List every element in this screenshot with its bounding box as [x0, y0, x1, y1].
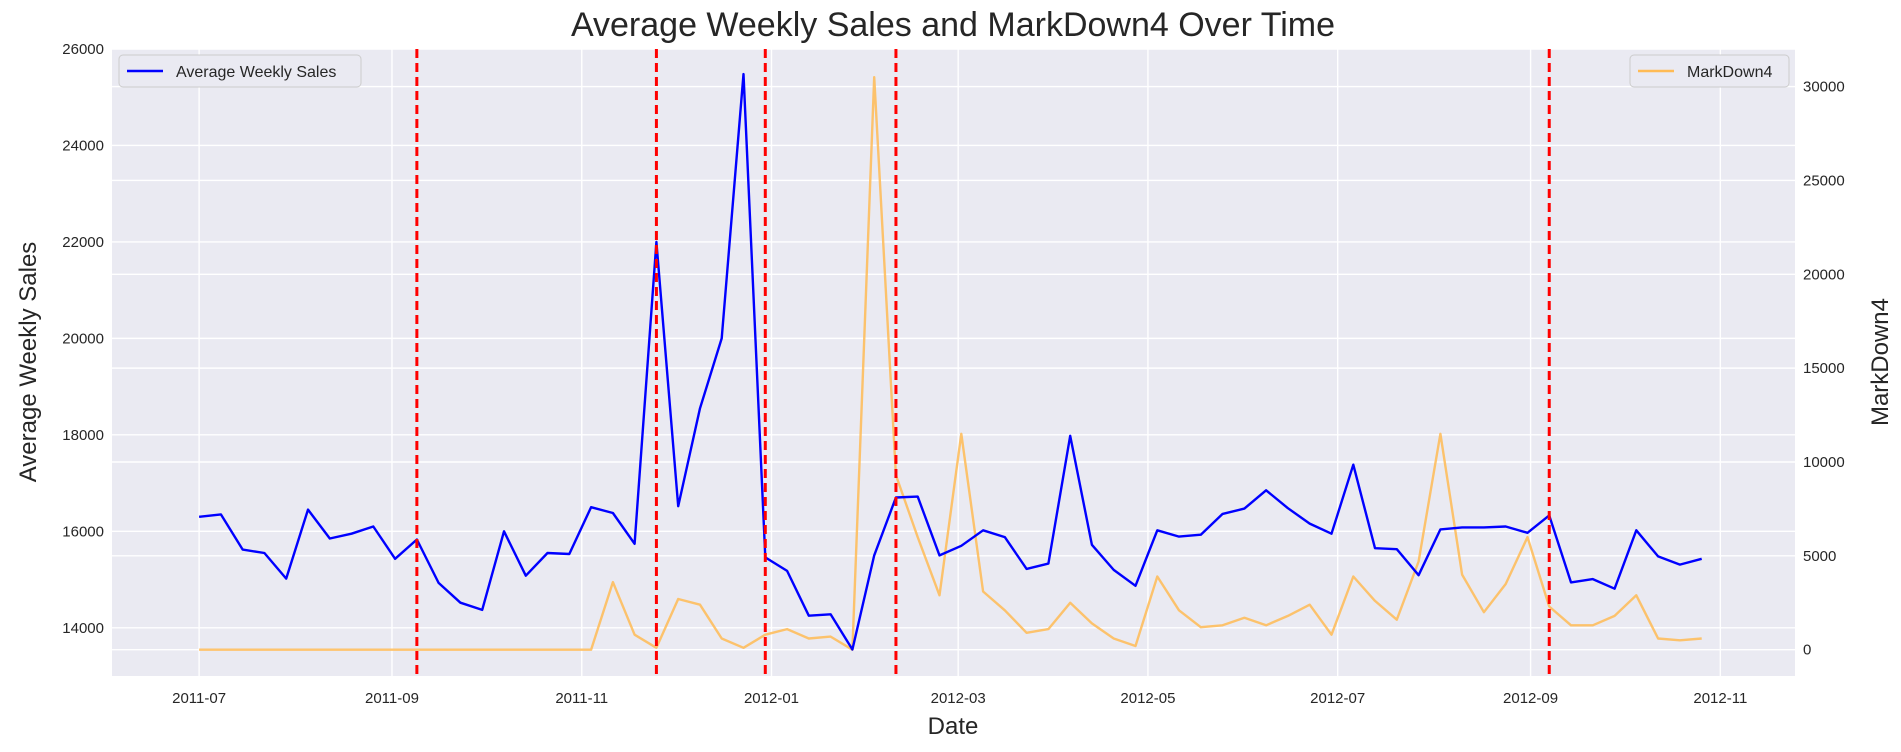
x-tick-label: 2011-11 — [555, 690, 608, 707]
y-right-tick-label: 5000 — [1803, 548, 1836, 565]
x-tick-label: 2012-03 — [931, 690, 986, 707]
y-right-tick-label: 30000 — [1803, 79, 1845, 96]
legend-left-label: Average Weekly Sales — [176, 64, 336, 81]
y-right-axis-title: MarkDown4 — [1867, 298, 1894, 426]
y-left-tick-label: 26000 — [62, 41, 104, 58]
legend-left: Average Weekly Sales — [118, 54, 362, 88]
y-right-tick-label: 20000 — [1803, 266, 1845, 283]
x-axis-title: Date — [928, 713, 979, 740]
y-left-tick-label: 24000 — [62, 137, 104, 154]
y-right-tick-label: 0 — [1803, 642, 1811, 659]
y-right-tick-label: 10000 — [1803, 454, 1845, 471]
y-left-axis-title: Average Weekly Sales — [15, 242, 42, 483]
x-tick-label: 2011-07 — [172, 690, 226, 707]
avg-weekly-sales-line — [198, 72, 1703, 651]
y-right-tick-label: 25000 — [1803, 172, 1845, 189]
x-tick-label: 2012-11 — [1693, 690, 1747, 707]
y-right-tick-label: 15000 — [1803, 360, 1845, 377]
grid-lines — [112, 48, 1795, 676]
x-tick-label: 2012-09 — [1503, 690, 1558, 707]
y-left-tick-label: 22000 — [62, 234, 104, 251]
chart-title: Average Weekly Sales and MarkDown4 Over … — [571, 6, 1335, 44]
y-left-tick-label: 20000 — [62, 330, 104, 347]
x-tick-label: 2012-01 — [744, 690, 799, 707]
x-tick-label: 2012-07 — [1310, 690, 1365, 707]
legend-right: MarkDown4 — [1629, 54, 1790, 88]
legend-right-box — [1629, 54, 1790, 88]
x-tick-label: 2012-05 — [1120, 690, 1175, 707]
y-left-tick-label: 18000 — [62, 427, 104, 444]
series-lines — [198, 49, 1703, 676]
tick-labels: 2011-07 2011-09 2011-11 2012-01 2012-03 2012-… — [62, 41, 1844, 707]
y-left-tick-label: 16000 — [62, 523, 104, 540]
legend-left-box — [118, 54, 362, 88]
legend-right-label: MarkDown4 — [1687, 64, 1772, 81]
y-left-tick-label: 14000 — [62, 620, 104, 637]
x-tick-label: 2011-09 — [365, 690, 419, 707]
markdown4-line — [199, 75, 1702, 651]
